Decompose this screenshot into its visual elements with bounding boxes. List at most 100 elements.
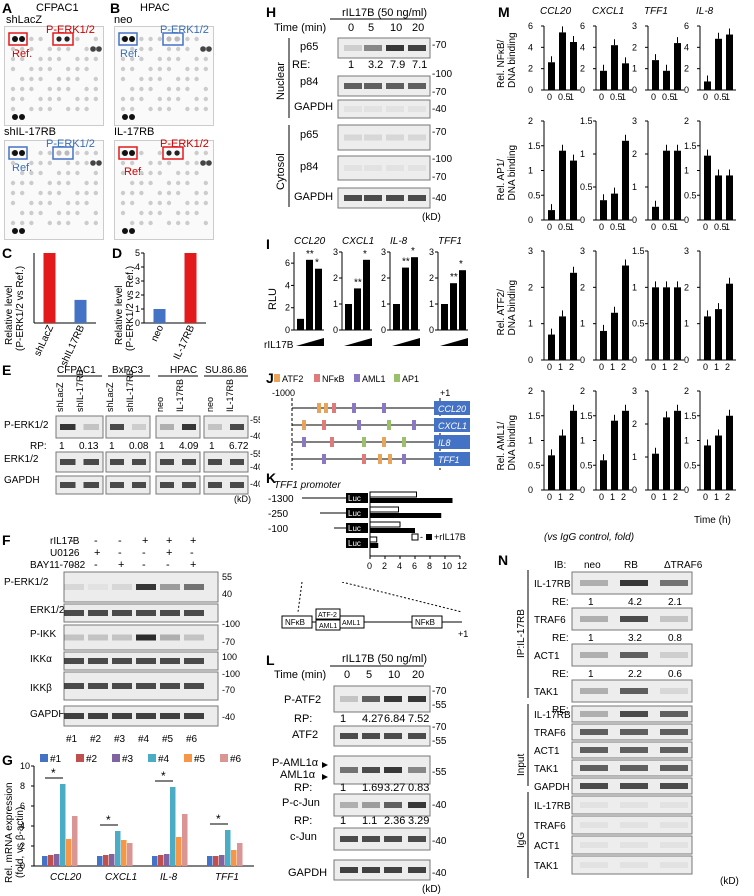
blot-band bbox=[620, 765, 648, 771]
array-dot bbox=[148, 220, 153, 226]
i-ylabel: RLU bbox=[267, 288, 279, 310]
f-sign: - bbox=[118, 535, 122, 547]
array-dot bbox=[47, 66, 52, 72]
array-dot bbox=[130, 200, 135, 206]
array-dot bbox=[20, 46, 25, 52]
x-tick-label: 0 bbox=[651, 222, 656, 232]
array-dot bbox=[56, 220, 62, 226]
array-dot bbox=[139, 190, 144, 196]
h-mw-1: -70 bbox=[432, 40, 447, 51]
x-tick-label: 1 bbox=[725, 222, 730, 232]
blot-band bbox=[384, 696, 402, 702]
array-ref-dot bbox=[122, 150, 128, 156]
array-dot bbox=[130, 96, 135, 102]
n-lane-label: ΔTRAF6 bbox=[664, 560, 703, 571]
y-tick-label: 4 bbox=[285, 280, 290, 290]
x-tick-label: 2 bbox=[621, 362, 626, 372]
n-re-label: RE: bbox=[552, 597, 569, 608]
j-gene-box bbox=[434, 418, 470, 432]
f-treat-ril17b: rIL17B bbox=[50, 536, 80, 547]
y-tick-label: 0 bbox=[528, 215, 533, 225]
array-dot bbox=[139, 150, 144, 156]
blot-band bbox=[408, 836, 426, 842]
blot-frame bbox=[337, 37, 431, 59]
array-dot bbox=[166, 180, 172, 186]
x-tick-label: CCL20 bbox=[50, 872, 82, 883]
panel-j-letter: J bbox=[266, 370, 274, 386]
j-site bbox=[387, 420, 391, 430]
array-dot bbox=[203, 56, 208, 62]
e-cell-su8686: SU.86.86 bbox=[205, 365, 247, 376]
array-dot bbox=[75, 96, 80, 102]
ref-label-a2: Ref. bbox=[12, 162, 33, 174]
m-bar bbox=[622, 140, 629, 220]
blot-band bbox=[112, 658, 132, 664]
y-tick-label: 2 bbox=[580, 386, 585, 396]
blot-band bbox=[110, 424, 124, 430]
array-dot bbox=[20, 56, 25, 62]
blot-band bbox=[660, 802, 688, 808]
m-bar bbox=[611, 45, 618, 90]
m-bar bbox=[674, 150, 681, 220]
array-dot bbox=[84, 200, 89, 206]
i-bar bbox=[393, 304, 400, 330]
e-cell-cfpac1: CFPAC1 bbox=[57, 365, 96, 376]
f-sign: - bbox=[166, 559, 170, 571]
blot-band bbox=[230, 424, 244, 430]
array-dot bbox=[130, 66, 135, 72]
array-dot bbox=[29, 200, 34, 206]
m-bar bbox=[663, 417, 670, 490]
j-site bbox=[332, 403, 336, 413]
k-construct-label: -100 bbox=[268, 524, 288, 535]
h-row-p84n: p84 bbox=[300, 76, 318, 88]
array-dot bbox=[120, 56, 126, 62]
array-dot bbox=[148, 36, 153, 42]
blot-band bbox=[620, 842, 648, 848]
k-bar-control bbox=[369, 521, 401, 528]
array-dot bbox=[166, 96, 172, 102]
k-bar-control bbox=[369, 491, 417, 498]
dose-wedge bbox=[344, 338, 372, 346]
j-legend-label: NFκB bbox=[322, 374, 345, 384]
e-mw-5: -40 bbox=[250, 479, 260, 489]
blot-band bbox=[408, 696, 426, 702]
g-ylabel-2: (fold, vs β-actin) bbox=[15, 807, 26, 878]
j-legend-label: AML1 bbox=[362, 374, 386, 384]
array-dot bbox=[10, 46, 16, 52]
array-dot bbox=[148, 210, 153, 216]
n-re-label: RE: bbox=[552, 669, 569, 680]
array-dot bbox=[93, 150, 99, 156]
blot-band bbox=[580, 616, 608, 622]
m-row-label-1: Rel. AML1/ bbox=[496, 421, 507, 470]
panel-l-letter: L bbox=[266, 652, 275, 668]
n-re-value: 4.2 bbox=[628, 597, 642, 608]
y-tick-label: 0 bbox=[333, 325, 338, 335]
array-dot bbox=[20, 180, 25, 186]
blot-band bbox=[160, 658, 180, 664]
l-kd: (kD) bbox=[422, 884, 441, 895]
legend-label: #3 bbox=[122, 754, 134, 765]
m-bar bbox=[548, 210, 555, 220]
k-legend-dash: - bbox=[420, 532, 423, 542]
k-bar-rIL17B bbox=[370, 543, 379, 548]
n-row-label: ACT1 bbox=[534, 651, 560, 662]
ref-label-a1: Ref. bbox=[12, 48, 33, 60]
array-dot bbox=[185, 220, 190, 226]
array-dot bbox=[93, 180, 99, 186]
n-re-value: 3.2 bbox=[628, 633, 642, 644]
y-tick-label: 1 bbox=[135, 304, 140, 314]
dose-wedge bbox=[392, 338, 420, 346]
m-bar bbox=[704, 316, 711, 360]
blot-band bbox=[620, 822, 648, 828]
array-ref-dot bbox=[122, 228, 128, 234]
array-dot bbox=[166, 66, 172, 72]
blot-band bbox=[620, 729, 648, 735]
array-ref-dot bbox=[12, 114, 18, 120]
array-dot bbox=[148, 86, 153, 92]
m-bar bbox=[570, 272, 577, 360]
blot-band bbox=[660, 711, 688, 717]
x-tick-label: 0.5 bbox=[662, 222, 675, 232]
y-tick-label: 10 bbox=[20, 761, 30, 771]
blot-band bbox=[64, 683, 84, 689]
array-dot bbox=[66, 220, 71, 226]
